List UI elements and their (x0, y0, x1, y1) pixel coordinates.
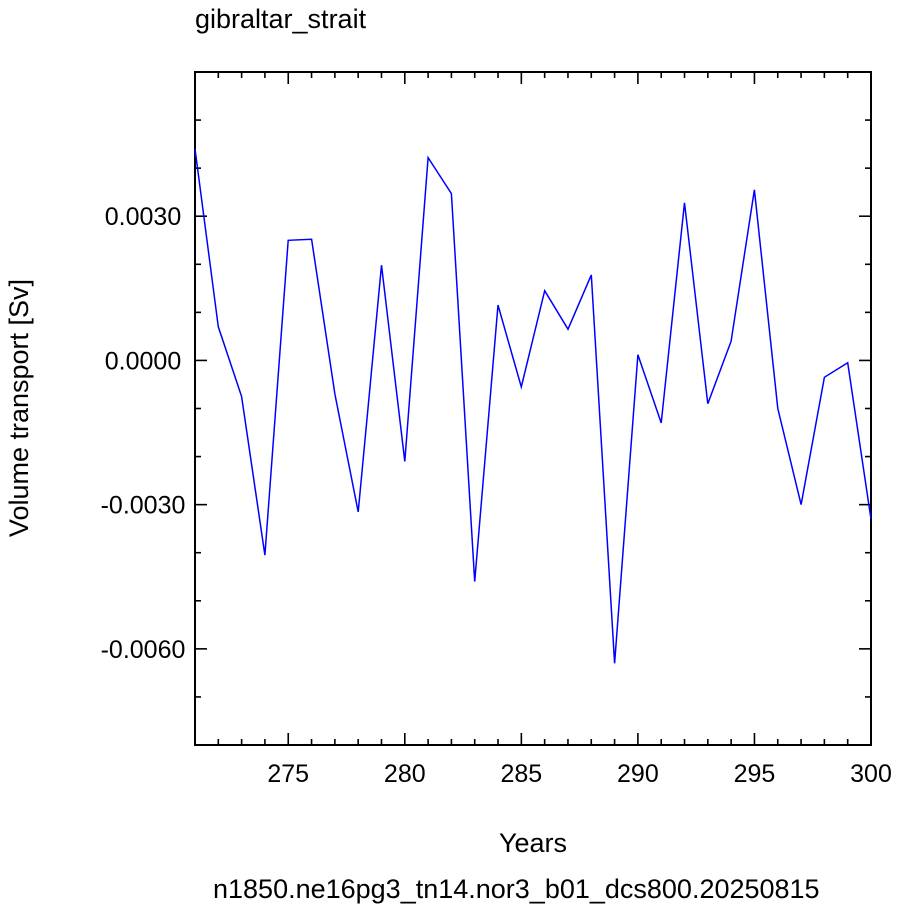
x-tick-label: 275 (267, 760, 309, 788)
y-tick-label: 0.0000 (105, 347, 181, 375)
y-tick-labels: -0.0060 -0.0030 0.0000 0.0030 (101, 203, 186, 664)
series-line (194, 148, 872, 664)
x-tick-labels: 275 280 285 290 295 300 (267, 760, 891, 788)
axis-ticks (194, 71, 872, 746)
y-tick-label: -0.0060 (101, 636, 186, 664)
footer-caption: n1850.ne16pg3_tn14.nor3_b01_dcs800.20250… (213, 874, 820, 904)
x-tick-label: 300 (850, 760, 892, 788)
x-tick-label: 280 (384, 760, 426, 788)
y-tick-label: 0.0030 (105, 203, 181, 231)
chart-title: gibraltar_strait (195, 4, 367, 34)
y-tick-label: -0.0030 (101, 492, 186, 520)
y-axis-label: Volume transport [Sv] (4, 279, 34, 537)
x-axis-label: Years (499, 828, 567, 858)
plot-frame (194, 71, 872, 746)
x-tick-label: 295 (734, 760, 776, 788)
x-tick-label: 290 (617, 760, 659, 788)
x-tick-label: 285 (500, 760, 542, 788)
